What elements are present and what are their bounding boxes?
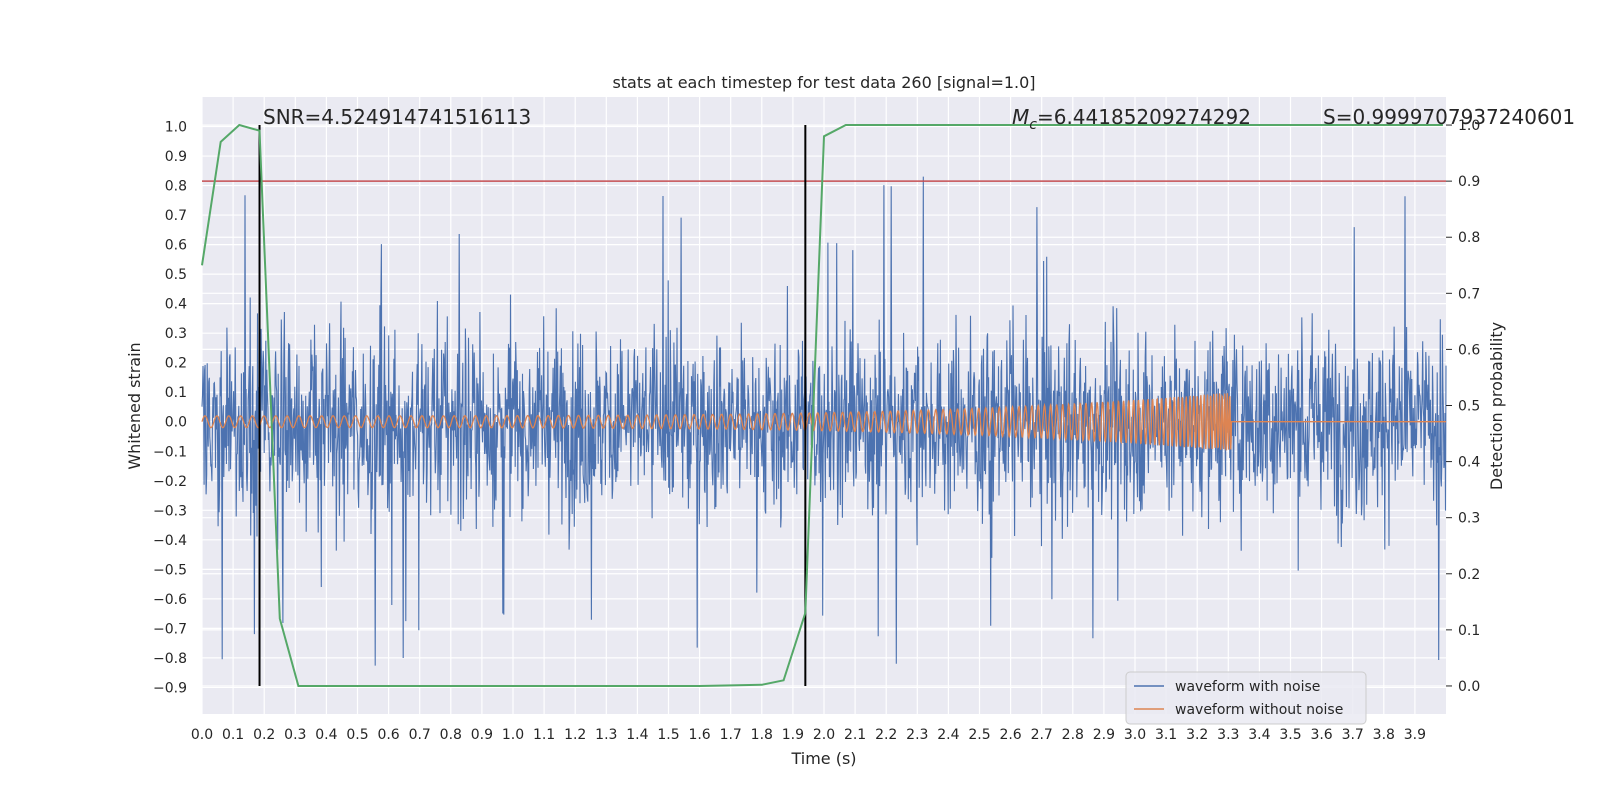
x-tick-label: 0.1 (222, 727, 244, 743)
series-waveform-with-noise (201, 176, 1447, 666)
y2-tick-label: 0.5 (1458, 399, 1480, 415)
y-tick-label: 0.2 (165, 356, 187, 372)
x-tick-label: 1.3 (595, 727, 617, 743)
x-tick-label: 0.5 (346, 727, 368, 743)
x-tick-label: 0.4 (315, 727, 337, 743)
x-tick-label: 1.6 (688, 727, 710, 743)
y-tick-label: −0.8 (153, 651, 187, 667)
x-tick-label: 2.0 (813, 727, 835, 743)
y2-tick-label: 0.9 (1458, 174, 1480, 190)
y-tick-label: −0.7 (153, 621, 187, 637)
y2-ticks: 1.0 0.9 0.8 0.7 0.6 0.5 0.4 0.3 0.2 0.1 0.0 (1446, 118, 1480, 695)
y-tick-label: 0.1 (165, 385, 187, 401)
x-tick-label: 3.4 (1248, 727, 1270, 743)
x-tick-label: 3.1 (1155, 727, 1177, 743)
y2-tick-label: 0.3 (1458, 511, 1480, 527)
legend: waveform with noise waveform without noi… (1125, 671, 1367, 725)
y-tick-label: 0.3 (165, 326, 187, 342)
x-tick-label: 2.9 (1093, 727, 1115, 743)
x-tick-label: 1.5 (657, 727, 679, 743)
y-tick-label: −0.3 (153, 503, 187, 519)
series-waveform-without-noise (201, 393, 1446, 451)
plot-series (201, 123, 1447, 687)
x-tick-label: 3.9 (1404, 727, 1426, 743)
x-axis-label: Time (s) (790, 749, 856, 768)
y-tick-label: −0.1 (153, 444, 187, 460)
y2-tick-label: 0.7 (1458, 286, 1480, 302)
y-tick-label: −0.9 (153, 680, 187, 696)
y2-tick-label: 0.0 (1458, 679, 1480, 695)
legend-label-noise: waveform with noise (1175, 679, 1320, 695)
y-tick-label: 0.8 (165, 179, 187, 195)
x-tick-label: 3.8 (1373, 727, 1395, 743)
x-tick-label: 3.7 (1342, 727, 1364, 743)
y2-tick-label: 0.4 (1458, 455, 1480, 471)
x-tick-label: 0.2 (253, 727, 275, 743)
x-tick-label: 2.3 (906, 727, 928, 743)
x-tick-label: 2.1 (844, 727, 866, 743)
x-tick-label: 0.7 (409, 727, 431, 743)
y2-tick-label: 0.1 (1458, 623, 1480, 639)
x-tick-label: 1.2 (564, 727, 586, 743)
y2-tick-label: 0.6 (1458, 342, 1480, 358)
x-tick-label: 1.7 (720, 727, 742, 743)
y-tick-label: −0.4 (153, 533, 187, 549)
x-tick-label: 2.6 (999, 727, 1021, 743)
y2-axis-label: Detection probability (1487, 322, 1506, 490)
x-tick-label: 0.8 (440, 727, 462, 743)
x-tick-label: 0.9 (471, 727, 493, 743)
x-tick-label: 0.0 (191, 727, 213, 743)
y2-tick-label: 0.2 (1458, 567, 1480, 583)
x-tick-label: 1.4 (626, 727, 648, 743)
x-tick-label: 3.0 (1124, 727, 1146, 743)
legend-box (1125, 671, 1367, 725)
y-tick-label: 1.0 (165, 120, 187, 136)
y-tick-label: −0.2 (153, 474, 187, 490)
s-annotation: S=0.9999707937240601 (1323, 105, 1575, 129)
y-tick-label: 0.6 (165, 238, 187, 254)
y-tick-label: 0.4 (165, 297, 187, 313)
x-ticks: 0.0 0.1 0.2 0.3 0.4 0.5 0.6 0.7 0.8 0.9 1.0 1.1 1.2 1… (191, 727, 1426, 743)
y-tick-label: −0.5 (153, 562, 187, 578)
legend-label-clean: waveform without noise (1175, 702, 1343, 718)
y-tick-label: 0.5 (165, 267, 187, 283)
x-tick-label: 2.8 (1062, 727, 1084, 743)
x-tick-label: 1.0 (502, 727, 524, 743)
snr-annotation: SNR=4.524914741516113 (263, 105, 531, 129)
x-tick-label: 2.5 (968, 727, 990, 743)
y-tick-label: 0.0 (165, 415, 187, 431)
mc-annotation: Mc=6.44185209274292 (1012, 105, 1251, 133)
y-axis-label: Whitened strain (125, 342, 144, 469)
x-tick-label: 2.2 (875, 727, 897, 743)
y-ticks: 1.0 0.9 0.8 0.7 0.6 0.5 0.4 0.3 0.2 0.1 0.0 −0.1 −0.… (153, 120, 187, 697)
chart-title: stats at each timestep for test data 260… (612, 73, 1035, 92)
x-tick-label: 1.9 (782, 727, 804, 743)
y2-tick-label: 1.0 (1458, 118, 1480, 134)
y2-tick-label: 0.8 (1458, 230, 1480, 246)
detection-probability-curve (201, 123, 1443, 687)
x-tick-label: 0.3 (284, 727, 306, 743)
x-tick-label: 2.7 (1031, 727, 1053, 743)
x-tick-label: 1.1 (533, 727, 555, 743)
x-tick-label: 3.6 (1310, 727, 1332, 743)
x-tick-label: 3.3 (1217, 727, 1239, 743)
x-tick-label: 0.6 (377, 727, 399, 743)
y-tick-label: 0.9 (165, 149, 187, 165)
x-tick-label: 1.8 (751, 727, 773, 743)
y-tick-label: 0.7 (165, 208, 187, 224)
x-tick-label: 3.2 (1186, 727, 1208, 743)
y-tick-label: −0.6 (153, 592, 187, 608)
x-tick-label: 3.5 (1279, 727, 1301, 743)
x-tick-label: 2.4 (937, 727, 959, 743)
